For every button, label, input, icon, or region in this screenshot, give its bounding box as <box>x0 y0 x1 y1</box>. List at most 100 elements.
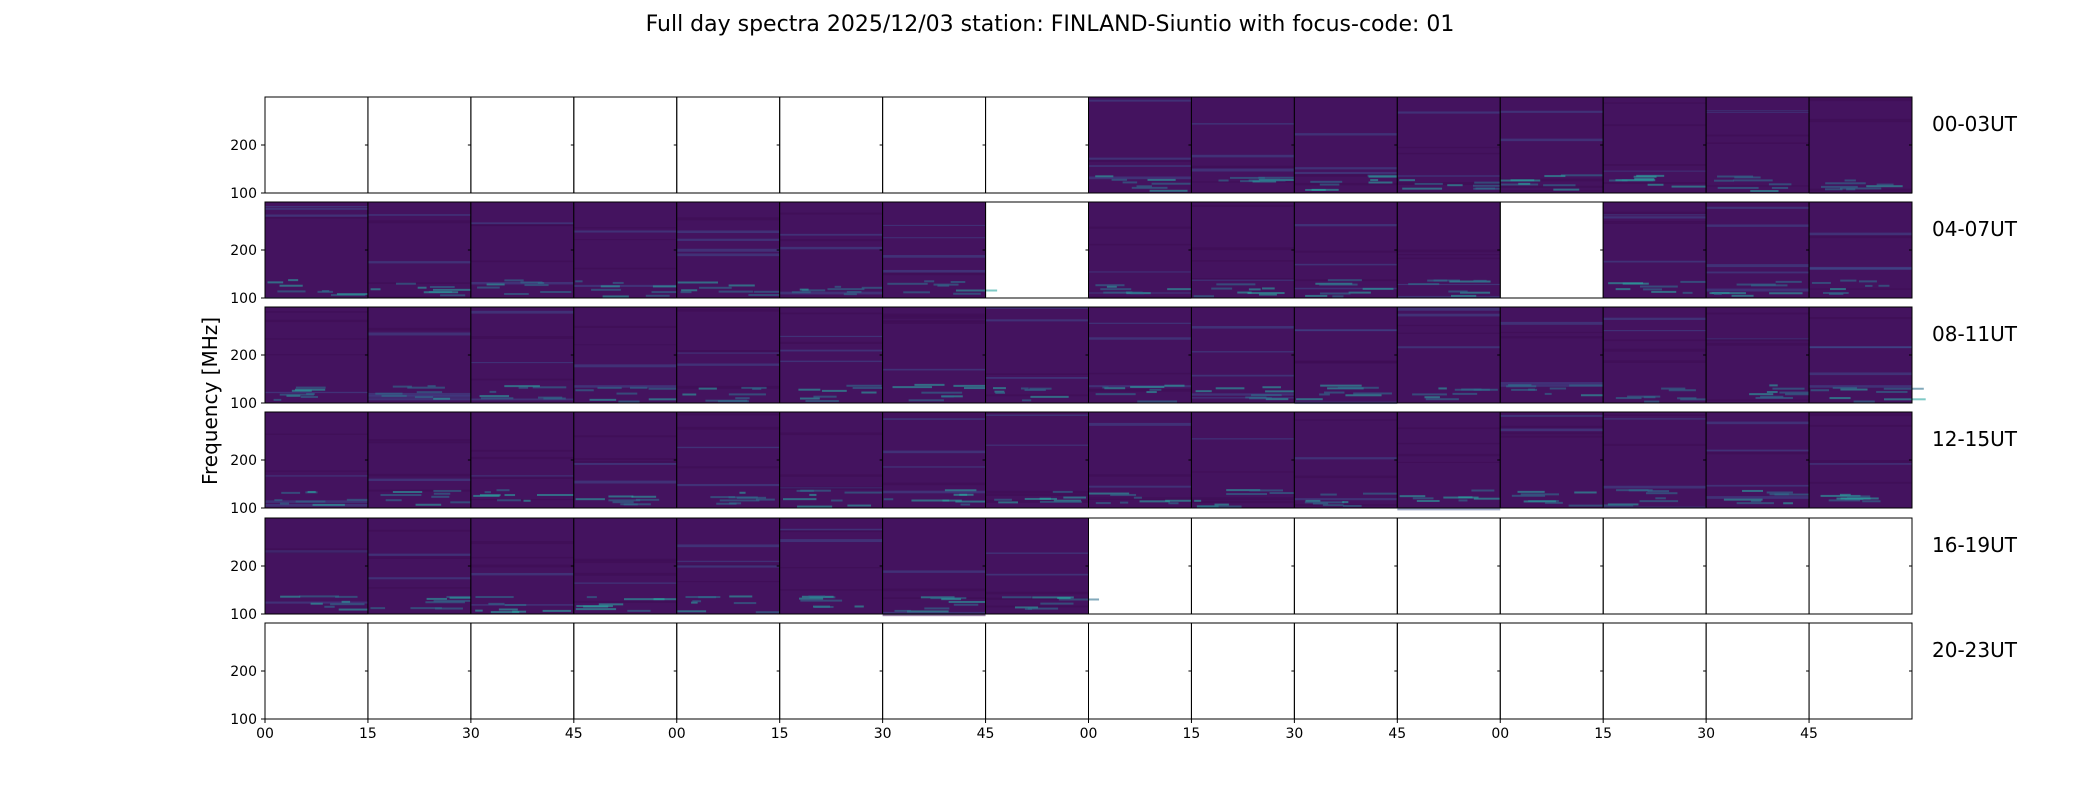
spectrum-feature <box>602 295 629 298</box>
spectrum-feature <box>799 597 824 600</box>
chart-title: Full day spectra 2025/12/03 station: FIN… <box>645 12 1455 37</box>
spectrum-feature <box>1528 388 1536 391</box>
spectrum-band <box>470 223 574 226</box>
spectrum-feature <box>1847 495 1871 498</box>
spectrum-feature <box>1216 283 1256 286</box>
spectrum-feature <box>1226 493 1268 496</box>
spectrum-feature <box>739 491 746 494</box>
spectrum-band <box>1500 425 1604 428</box>
spectrum-feature <box>1095 175 1114 178</box>
spectrum-feature <box>1458 499 1468 502</box>
spectrum-feature <box>680 291 692 294</box>
spectrum-feature <box>542 609 572 612</box>
spectrum-feature <box>1424 396 1440 399</box>
spectrum-feature <box>1709 292 1746 295</box>
spectrum-band <box>573 560 677 564</box>
spectrum-band <box>882 482 986 486</box>
spectrum-panel-fill <box>1088 202 1192 298</box>
spectrum-feature <box>612 281 624 284</box>
spectrum-feature <box>1322 504 1344 507</box>
spectrum-feature <box>440 294 466 297</box>
spectrum-band <box>1294 167 1398 170</box>
spectrum-feature <box>1414 182 1443 185</box>
spectrum-feature <box>1832 386 1857 389</box>
spectrum-feature <box>1883 398 1926 401</box>
spectrum-band <box>882 570 986 573</box>
spectrum-band <box>573 480 677 484</box>
spectrum-feature <box>699 286 732 289</box>
spectrum-feature <box>1130 386 1165 389</box>
spectrum-band <box>573 267 677 270</box>
spectrum-band <box>1809 235 1912 239</box>
spectrum-feature <box>1473 497 1510 500</box>
spectrum-feature <box>1511 388 1538 391</box>
spectrum-panel <box>1191 307 1305 403</box>
spectrum-band <box>265 391 368 394</box>
spectrum-feature <box>1106 285 1117 288</box>
spectrum-feature <box>1714 292 1722 295</box>
spectrum-panel <box>779 518 883 614</box>
spectrum-feature <box>586 596 597 599</box>
spectrum-feature <box>1193 295 1214 298</box>
spectrum-feature <box>1305 294 1328 297</box>
spectrum-feature <box>908 399 944 402</box>
spectrum-feature <box>1368 175 1401 178</box>
spectrum-feature <box>341 600 351 603</box>
spectrum-panel-fill <box>367 412 471 508</box>
spectrum-band <box>882 611 986 615</box>
spectrum-panel <box>470 202 574 298</box>
spectrum-band <box>1603 330 1707 332</box>
spectrum-feature <box>1147 178 1176 181</box>
spectrum-band <box>573 572 677 576</box>
spectrum-feature <box>1104 387 1126 390</box>
spectrum-band <box>985 490 1089 494</box>
spectrum-feature <box>627 609 651 612</box>
spectrum-band <box>779 487 883 490</box>
spectrum-panel-fill <box>1397 307 1501 403</box>
spectrum-feature <box>1615 179 1656 182</box>
spectrum-feature <box>1427 279 1448 282</box>
spectrum-feature <box>1668 389 1696 392</box>
spectrum-panel-fill <box>265 518 368 614</box>
panel-frame <box>1396 622 1501 720</box>
spectrum-band <box>779 246 883 250</box>
spectrum-feature <box>1647 490 1670 493</box>
spectrum-feature <box>432 288 475 291</box>
spectrum-panel <box>367 307 471 403</box>
spectrum-band <box>1191 393 1295 396</box>
spectrum-panel <box>882 412 997 508</box>
spectrum-feature <box>1779 391 1816 394</box>
spectrum-feature <box>843 293 857 296</box>
spectrum-band <box>1088 498 1192 500</box>
spectrum-band <box>779 291 883 295</box>
spectrum-feature <box>1733 179 1773 182</box>
spectrum-band <box>779 432 883 436</box>
spectrum-panel <box>265 412 380 508</box>
spectrum-feature <box>575 608 617 611</box>
spectrum-feature <box>1736 502 1774 505</box>
spectrum-feature <box>532 386 567 389</box>
x-tick-label: 15 <box>1183 726 1201 742</box>
spectrum-feature <box>336 293 375 296</box>
spectrum-band <box>1397 152 1501 155</box>
spectrum-feature <box>504 385 540 388</box>
y-tick-label: 200 <box>230 138 257 154</box>
spectrum-feature <box>1195 390 1212 393</box>
spectrum-band <box>573 600 677 603</box>
spectrum-feature <box>267 281 284 284</box>
spectrum-feature <box>395 282 416 285</box>
spectrum-feature <box>288 279 299 282</box>
spectrum-band <box>573 458 677 461</box>
spectrum-feature <box>1412 497 1434 500</box>
spectrum-panel-fill <box>367 518 471 614</box>
panel-frame <box>779 622 884 720</box>
spectrum-feature <box>994 498 1012 501</box>
spectrum-band <box>265 311 368 313</box>
spectrum-feature <box>598 603 624 606</box>
spectrum-band <box>676 363 780 366</box>
spectrum-feature <box>392 491 423 494</box>
spectrum-feature <box>279 502 290 505</box>
spectrum-feature <box>648 387 689 390</box>
spectrum-feature <box>953 603 979 606</box>
spectrum-band <box>676 230 780 234</box>
